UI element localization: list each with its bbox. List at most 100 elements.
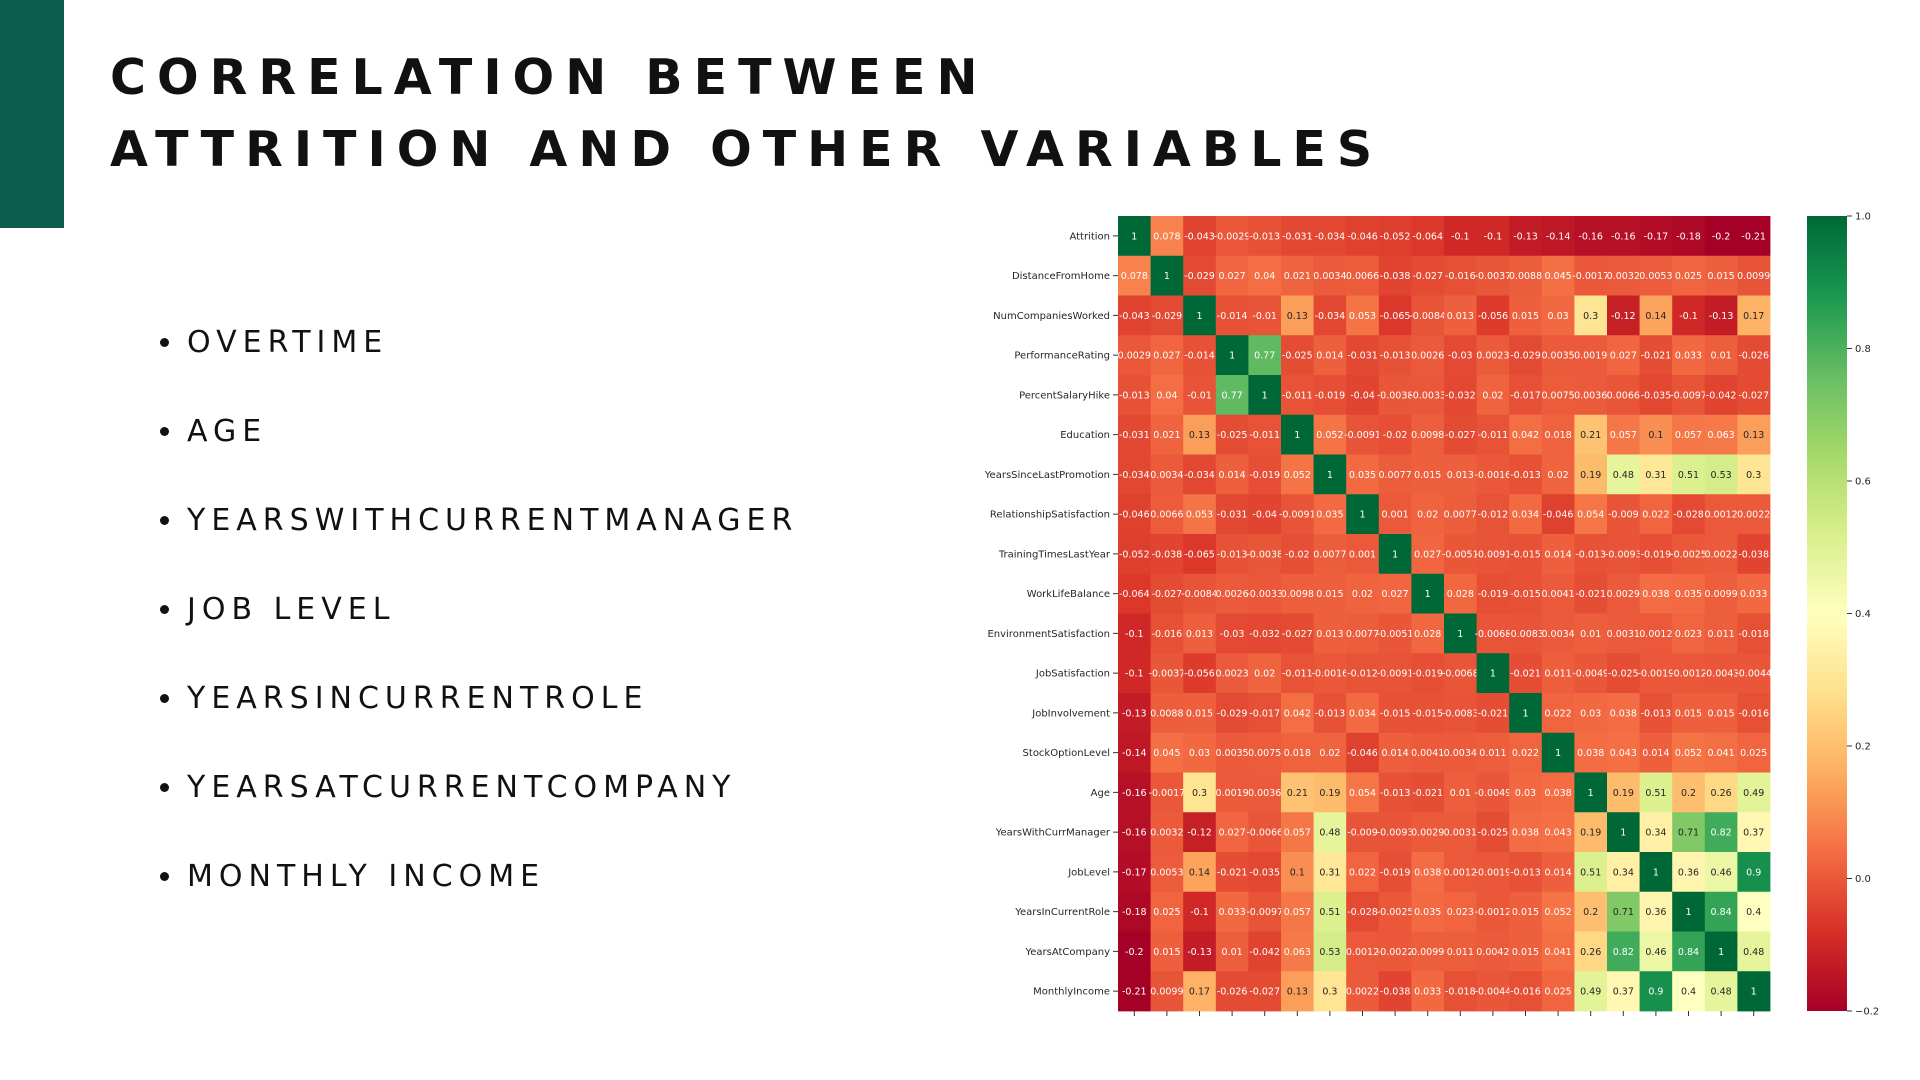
heatmap-cell — [1639, 255, 1673, 296]
cell-value-label: 1 — [1555, 748, 1561, 759]
heatmap-cell — [1378, 772, 1412, 813]
cell-value-label: -0.0049 — [1475, 788, 1512, 799]
colorbar-tick-label: 0.6 — [1855, 477, 1871, 488]
cell-value-label: -0.034 — [1315, 311, 1346, 322]
heatmap-cell — [1444, 573, 1477, 614]
heatmap-cell — [1411, 852, 1445, 893]
cell-value-label: -0.016 — [1152, 629, 1183, 640]
cell-value-label: 0.011 — [1479, 748, 1506, 759]
heatmap-cell — [1215, 573, 1249, 614]
heatmap-cell — [1281, 732, 1314, 773]
heatmap-cell — [1574, 216, 1608, 257]
heatmap-cell — [1215, 732, 1249, 773]
heatmap-cell — [1346, 375, 1380, 416]
heatmap-cell — [1541, 812, 1575, 853]
heatmap-cell — [1183, 812, 1217, 853]
cell-value-label: 1 — [1457, 629, 1463, 640]
cell-value-label: 0.0022 — [1704, 549, 1737, 560]
cell-value-label: 0.03 — [1580, 708, 1601, 719]
heatmap-cell — [1704, 971, 1738, 1012]
cell-value-label: -0.0044 — [1475, 987, 1512, 998]
cell-value-label: 0.041 — [1544, 947, 1571, 958]
cell-value-label: -0.013 — [1380, 788, 1411, 799]
heatmap-cell — [1509, 216, 1543, 257]
cell-value-label: -0.013 — [1315, 708, 1346, 719]
heatmap-cell — [1281, 891, 1314, 932]
cell-value-label: -0.013 — [1510, 867, 1541, 878]
heatmap-cell — [1737, 613, 1771, 654]
cell-value-label: 0.015 — [1512, 311, 1539, 322]
heatmap-cell — [1183, 573, 1217, 614]
cell-value-label: -0.052 — [1119, 549, 1150, 560]
heatmap-cell — [1281, 653, 1314, 694]
cell-value-label: -0.0019 — [1638, 669, 1675, 680]
cell-value-label: 0.0012 — [1639, 629, 1672, 640]
heatmap-cell — [1411, 653, 1445, 694]
heatmap-cell — [1704, 335, 1738, 376]
cell-value-label: 0.9 — [1648, 987, 1663, 998]
cell-value-label: 0.0019 — [1574, 351, 1607, 362]
cell-value-label: 0.02 — [1482, 390, 1503, 401]
heatmap-cell — [1639, 295, 1673, 336]
bullet-dot-icon — [160, 427, 169, 436]
cell-value-label: 0.17 — [1743, 311, 1764, 322]
cell-value-label: -0.025 — [1217, 430, 1248, 441]
cell-value-label: 0.014 — [1544, 549, 1571, 560]
heatmap-cell — [1215, 772, 1249, 813]
y-tick-label: Attrition — [1069, 231, 1110, 242]
heatmap-cell — [1150, 732, 1184, 773]
cell-value-label: -0.0012 — [1670, 669, 1707, 680]
cell-value-label: 1 — [1164, 271, 1170, 282]
cell-value-label: 0.021 — [1153, 430, 1180, 441]
heatmap-cell — [1509, 812, 1543, 853]
heatmap-cell — [1607, 653, 1640, 694]
heatmap-cell — [1704, 812, 1738, 853]
heatmap-cell — [1183, 693, 1217, 734]
cell-value-label: -0.1 — [1451, 231, 1470, 242]
cell-value-label: -0.017 — [1249, 708, 1280, 719]
heatmap-cell — [1215, 534, 1249, 575]
cell-value-label: 1 — [1131, 231, 1137, 242]
cell-value-label: -0.13 — [1513, 231, 1538, 242]
cell-value-label: 0.057 — [1284, 828, 1311, 839]
heatmap-cell — [1704, 772, 1738, 813]
cell-value-label: -0.0091 — [1377, 669, 1414, 680]
heatmap-cell — [1541, 414, 1575, 455]
heatmap-cell — [1248, 812, 1282, 853]
cell-value-label: 0.015 — [1512, 907, 1539, 918]
heatmap-cell — [1346, 414, 1380, 455]
heatmap-cell — [1150, 375, 1184, 416]
cell-value-label: -0.0051 — [1377, 629, 1414, 640]
heatmap-cell — [1541, 335, 1575, 376]
cell-value-label: 0.022 — [1544, 708, 1571, 719]
heatmap-cell — [1607, 971, 1640, 1012]
heatmap-cell — [1118, 414, 1151, 455]
heatmap-cell — [1150, 772, 1184, 813]
cell-value-label: 0.2 — [1681, 788, 1696, 799]
cell-value-label: 0.37 — [1743, 828, 1764, 839]
cell-value-label: -0.021 — [1510, 669, 1541, 680]
heatmap-cell — [1150, 931, 1184, 972]
heatmap-cell — [1574, 534, 1608, 575]
heatmap-cell — [1574, 295, 1608, 336]
cell-value-label: 0.17 — [1189, 987, 1210, 998]
heatmap-cell — [1541, 573, 1575, 614]
heatmap-cell — [1346, 653, 1380, 694]
heatmap-cell — [1704, 295, 1738, 336]
cell-value-label: 0.027 — [1381, 589, 1408, 600]
cell-value-label: 0.01 — [1450, 788, 1471, 799]
heatmap-cell — [1541, 375, 1575, 416]
cell-value-label: 0.033 — [1414, 987, 1441, 998]
cell-value-label: 0.36 — [1645, 907, 1666, 918]
y-tick-label: YearsSinceLastPromotion — [984, 470, 1110, 481]
heatmap-cell — [1607, 414, 1640, 455]
bullet-text: YEARSATCURRENTCOMPANY — [187, 770, 737, 805]
cell-value-label: -0.027 — [1249, 987, 1280, 998]
cell-value-label: -0.029 — [1184, 271, 1215, 282]
cell-value-label: 0.035 — [1414, 907, 1441, 918]
cell-value-label: 0.0029 — [1607, 589, 1640, 600]
cell-value-label: -0.013 — [1249, 231, 1280, 242]
cell-value-label: -0.17 — [1644, 231, 1669, 242]
heatmap-cell — [1346, 494, 1380, 535]
cell-value-label: 0.015 — [1675, 708, 1702, 719]
